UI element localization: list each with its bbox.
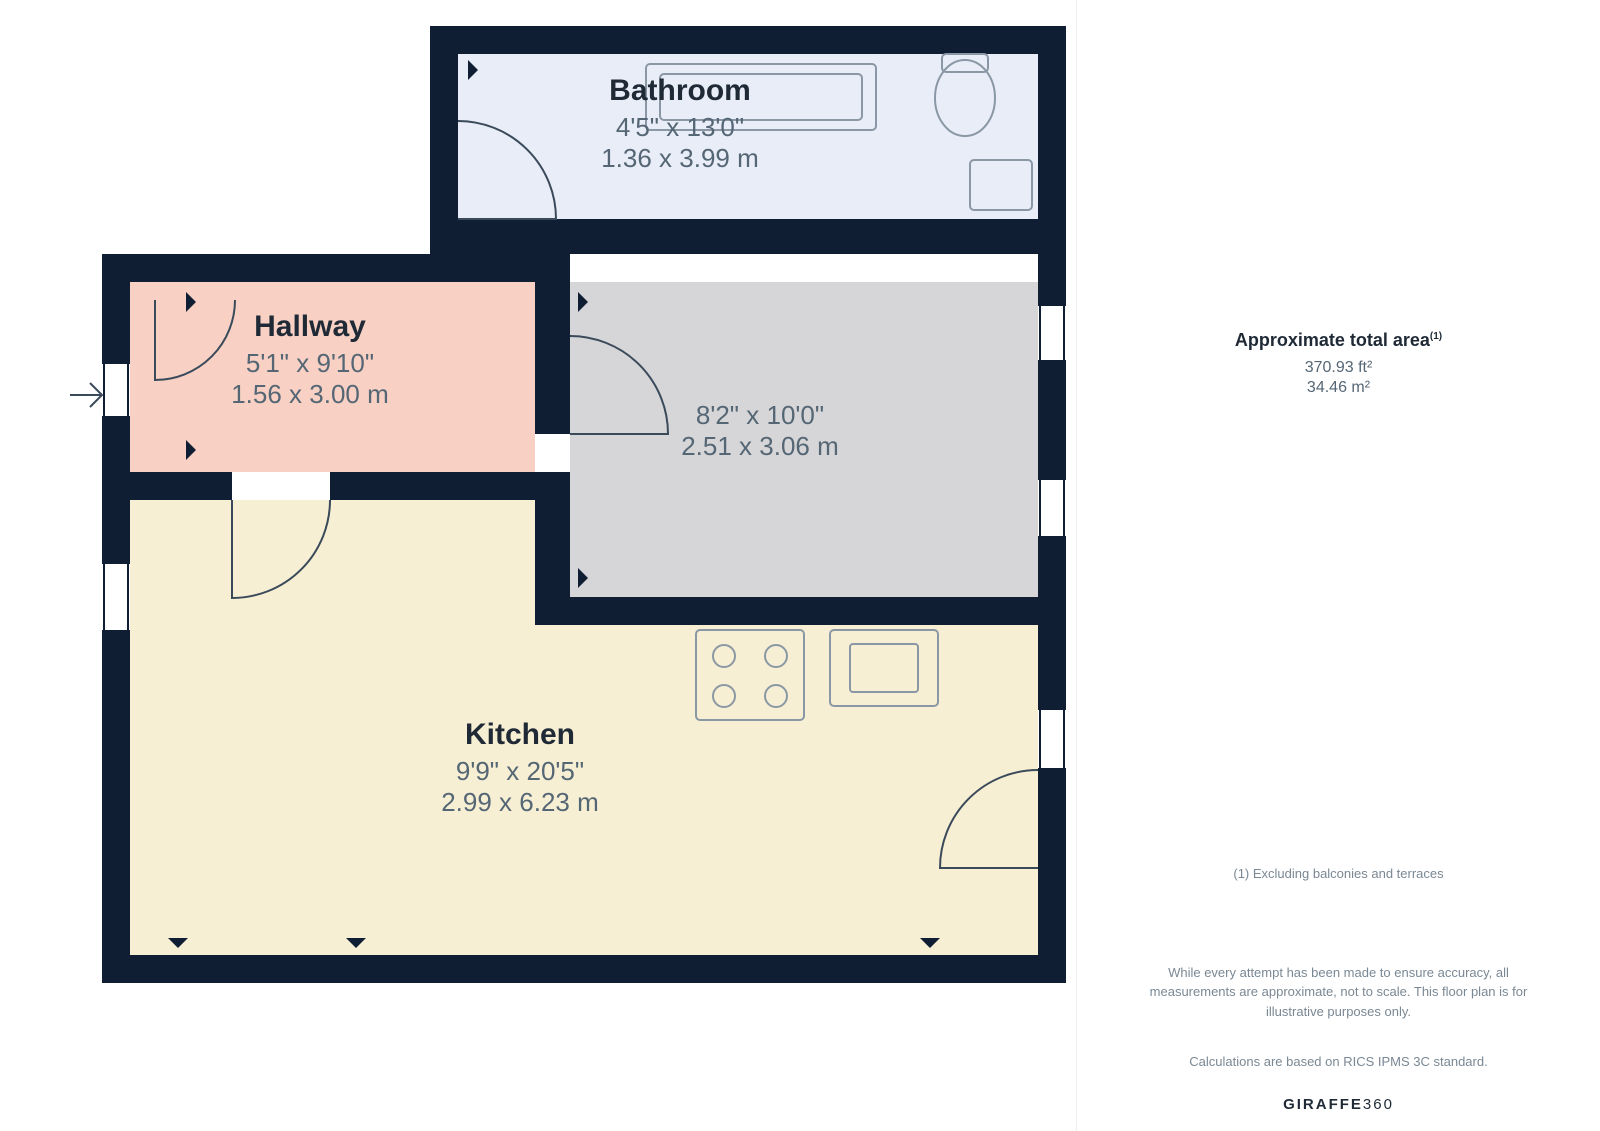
floorplan-svg bbox=[0, 0, 1076, 1131]
bathroom-imperial: 4'5" x 13'0" bbox=[560, 112, 800, 143]
total-area-block: Approximate total area(1) 370.93 ft² 34.… bbox=[1077, 330, 1600, 397]
total-area-title-sup: (1) bbox=[1430, 331, 1442, 342]
hallway-imperial: 5'1" x 9'10" bbox=[170, 348, 450, 379]
brand-logo: GIRAFFE360 bbox=[1077, 1096, 1600, 1113]
bathroom-label: Bathroom 4'5" x 13'0" 1.36 x 3.99 m bbox=[560, 74, 800, 174]
room-label: 8'2" x 10'0" 2.51 x 3.06 m bbox=[620, 400, 900, 462]
hallway-name: Hallway bbox=[170, 310, 450, 344]
floorplan-canvas: Bathroom 4'5" x 13'0" 1.36 x 3.99 m Hall… bbox=[0, 0, 1076, 1131]
bathroom-name: Bathroom bbox=[560, 74, 800, 108]
disclaimer: While every attempt has been made to ens… bbox=[1127, 963, 1550, 1022]
kitchen-metric: 2.99 x 6.23 m bbox=[380, 787, 660, 818]
room-metric: 2.51 x 3.06 m bbox=[620, 431, 900, 462]
bathroom-metric: 1.36 x 3.99 m bbox=[560, 143, 800, 174]
brand-a: GIRAFFE bbox=[1283, 1096, 1363, 1113]
total-area-ft: 370.93 ft² bbox=[1077, 359, 1600, 377]
standard-note: Calculations are based on RICS IPMS 3C s… bbox=[1127, 1052, 1550, 1072]
sidebar: Approximate total area(1) 370.93 ft² 34.… bbox=[1076, 0, 1600, 1131]
kitchen-name: Kitchen bbox=[380, 718, 660, 752]
brand-b: 360 bbox=[1363, 1096, 1394, 1113]
kitchen-imperial: 9'9" x 20'5" bbox=[380, 756, 660, 787]
kitchen-label: Kitchen 9'9" x 20'5" 2.99 x 6.23 m bbox=[380, 718, 660, 818]
footnote-1: (1) Excluding balconies and terraces bbox=[1117, 866, 1560, 881]
total-area-m: 34.46 m² bbox=[1077, 379, 1600, 397]
hallway-label: Hallway 5'1" x 9'10" 1.56 x 3.00 m bbox=[170, 310, 450, 410]
room-imperial: 8'2" x 10'0" bbox=[620, 400, 900, 431]
total-area-title: Approximate total area(1) bbox=[1077, 330, 1600, 351]
entry-arrow-icon bbox=[70, 383, 102, 407]
hallway-metric: 1.56 x 3.00 m bbox=[170, 379, 450, 410]
total-area-title-text: Approximate total area bbox=[1235, 330, 1430, 350]
